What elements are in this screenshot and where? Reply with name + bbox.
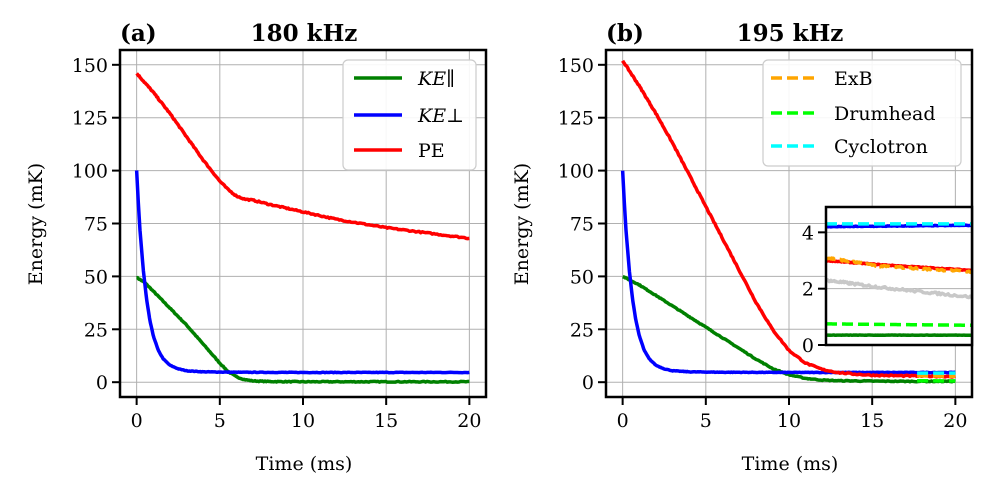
y-tick-label: 125: [558, 108, 594, 130]
legend-box: [342, 59, 477, 171]
y-tick-label: 150: [558, 55, 594, 77]
x-tick-label: 15: [374, 410, 398, 432]
panel-letter: (a): [120, 20, 157, 47]
series-line-ke-parallel: [621, 275, 956, 384]
y-tick-label: 0: [96, 372, 108, 394]
y-tick-label: 125: [72, 108, 108, 130]
y-tick-label: 50: [84, 266, 108, 288]
y-tick-label: 100: [72, 161, 108, 183]
x-tick-label: 0: [617, 410, 629, 432]
legend-label-drumhead: Drumhead: [834, 103, 936, 125]
y-tick-label: 150: [72, 55, 108, 77]
series-line-pe: [135, 72, 470, 241]
series-line-ke-parallel: [135, 275, 470, 384]
chart-title: 180 kHz: [251, 20, 358, 47]
x-tick-label: 10: [777, 410, 801, 432]
x-tick-label: 20: [943, 410, 967, 432]
x-axis-label: Time (ms): [256, 453, 353, 475]
legend-label-pe: PE: [418, 140, 445, 162]
x-tick-label: 0: [131, 410, 143, 432]
legend-box: [762, 59, 962, 167]
y-tick-label: 75: [570, 214, 594, 236]
x-tick-label: 10: [291, 410, 315, 432]
x-axis-label: Time (ms): [742, 453, 839, 475]
series-line-series: [825, 277, 974, 300]
y-tick-label: 25: [84, 319, 108, 341]
x-ticks: 0 5 10 15 20: [617, 397, 967, 432]
inset-y-tick-label: 0: [802, 335, 814, 357]
inset-frame: [824, 205, 974, 347]
y-tick-label: 50: [570, 266, 594, 288]
series-line-ke-perp: [134, 170, 470, 375]
inset-y-tick-label: 4: [802, 222, 814, 244]
legend-label-ke-perp: KE⊥: [417, 105, 464, 127]
series-group: [134, 72, 470, 384]
series-group: [620, 59, 956, 384]
series-line-drumhead: [825, 322, 973, 328]
series-line-pe: [621, 59, 956, 379]
y-ticks: 0 25 50 75 100 125 150: [558, 55, 606, 394]
x-tick-label: 15: [860, 410, 884, 432]
inset-y-ticks: 0 2 4: [802, 222, 826, 357]
series-line-ke-perp: [620, 170, 956, 375]
y-ticks: 0 25 50 75 100 125 150: [72, 55, 120, 394]
series-line-exb: [825, 256, 973, 275]
y-tick-label: 75: [84, 214, 108, 236]
panel-letter: (b): [606, 20, 644, 47]
x-tick-label: 20: [457, 410, 481, 432]
legend-label-ke-parallel: KE∥: [417, 68, 455, 90]
inset-y-tick-label: 2: [802, 279, 814, 301]
y-tick-label: 0: [582, 372, 594, 394]
x-ticks: 0 5 10 15 20: [131, 397, 481, 432]
legend: KE∥ KE⊥ PE: [342, 59, 477, 171]
x-tick-label: 5: [214, 410, 226, 432]
y-tick-label: 25: [570, 319, 594, 341]
legend-label-exb: ExB: [834, 68, 873, 90]
inset: 0 2 4: [802, 205, 974, 357]
inset-series-group: [825, 222, 974, 338]
panel-a: 0 5 10 15 20 0 25 50 75 100 125 150 (a) 180 kHz Ti…: [25, 20, 488, 475]
y-axis-label: Energy (mK): [511, 163, 533, 285]
y-axis-label: Energy (mK): [25, 163, 47, 285]
legend: ExB Drumhead Cyclotron: [762, 59, 962, 167]
y-tick-label: 100: [558, 161, 594, 183]
inset-background: [826, 207, 972, 345]
x-tick-label: 5: [700, 410, 712, 432]
legend-label-cyclotron: Cyclotron: [834, 136, 928, 158]
chart-title: 195 kHz: [737, 20, 844, 47]
